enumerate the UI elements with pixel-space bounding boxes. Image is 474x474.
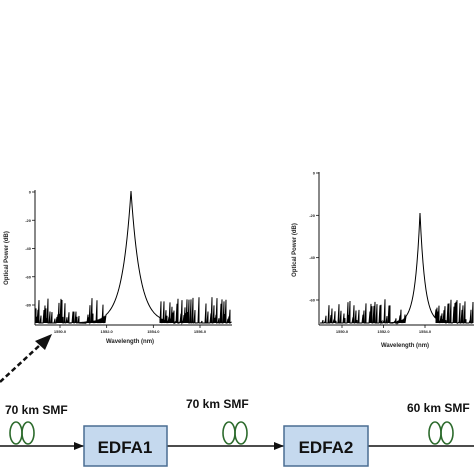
tick-label: -80 bbox=[25, 303, 32, 308]
span3-label: 60 km SMF bbox=[407, 401, 470, 415]
left-spectrum-plot: 0 -20 -40 -60 -80 1550.0 1552.0 1554.0 1556.0 O… bbox=[4, 190, 232, 345]
right-spectrum-trace bbox=[320, 212, 474, 325]
tick-label: 0 bbox=[313, 171, 316, 176]
left-y-ticks: 0 -20 -40 -60 -80 bbox=[25, 190, 35, 308]
fiber-coil-icon bbox=[428, 421, 454, 445]
tick-label: -20 bbox=[309, 213, 316, 218]
fiber-coil-icon bbox=[9, 421, 35, 445]
edfa1-box bbox=[83, 425, 168, 467]
tick-label: 0 bbox=[29, 190, 32, 195]
edfa1-label: EDFA1 bbox=[98, 438, 153, 457]
left-x-ticks: 1550.0 1552.0 1554.0 1556.0 bbox=[54, 325, 207, 334]
right-y-axis-label: Optical Power (dB) bbox=[292, 223, 298, 277]
tick-label: 1550.0 bbox=[336, 329, 349, 334]
left-x-axis-label: Wavelength (nm) bbox=[106, 339, 154, 345]
tick-label: -40 bbox=[25, 246, 32, 251]
tick-label: -60 bbox=[25, 274, 32, 279]
fiber-coil-icon bbox=[222, 421, 248, 445]
tick-label: -40 bbox=[309, 255, 316, 260]
tick-label: 1552.0 bbox=[101, 329, 114, 334]
fiber-link: EDFA1 EDFA2 70 km SMF 70 km SMF 60 km SM… bbox=[0, 397, 474, 467]
tick-label: 1554.0 bbox=[147, 329, 160, 334]
edfa2-label: EDFA2 bbox=[299, 438, 354, 457]
arrow-into-edfa1 bbox=[74, 442, 84, 450]
tick-label: 1556.0 bbox=[194, 329, 207, 334]
tick-label: -20 bbox=[25, 218, 32, 223]
span2-label: 70 km SMF bbox=[186, 397, 249, 411]
tick-label: 1554.0 bbox=[419, 329, 432, 334]
right-spectrum-plot: 0 -20 -40 -60 1550.0 1552.0 1554.0 Optical Po… bbox=[292, 171, 474, 349]
right-y-ticks: 0 -20 -40 -60 bbox=[309, 171, 319, 303]
left-spectrum-trace bbox=[35, 190, 232, 325]
left-y-axis-label: Optical Power (dB) bbox=[4, 231, 10, 285]
span1-label: 70 km SMF bbox=[5, 403, 68, 417]
right-x-axis-label: Wavelength (nm) bbox=[381, 343, 429, 349]
arrow-into-edfa2 bbox=[274, 442, 284, 450]
edfa2-box bbox=[283, 425, 369, 467]
right-x-ticks: 1550.0 1552.0 1554.0 bbox=[336, 325, 432, 334]
tick-label: 1550.0 bbox=[54, 329, 67, 334]
tick-label: 1552.0 bbox=[377, 329, 390, 334]
dashed-pointer-arrow bbox=[0, 334, 52, 383]
tick-label: -60 bbox=[309, 298, 316, 303]
